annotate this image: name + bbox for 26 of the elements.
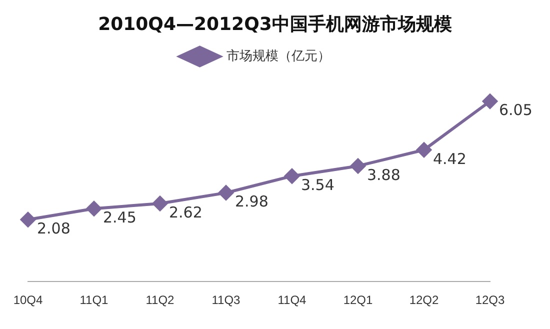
point <box>20 212 36 228</box>
point <box>350 158 366 174</box>
point <box>86 201 102 216</box>
x-tick-label: 11Q4 <box>278 293 307 308</box>
chart-title: 2010Q4—2012Q3中国手机网游市场规模 <box>97 13 453 36</box>
point <box>416 142 432 158</box>
x-tick-label: 12Q1 <box>343 293 373 308</box>
point <box>482 94 498 109</box>
data-label: 3.54 <box>301 176 334 194</box>
point <box>152 196 168 212</box>
x-tick-label: 10Q4 <box>13 293 43 308</box>
data-label: 4.42 <box>433 150 466 168</box>
data-label: 2.98 <box>235 192 268 211</box>
x-tick-label: 11Q1 <box>80 293 109 308</box>
data-label: 3.88 <box>367 166 400 184</box>
x-tick-label: 12Q2 <box>409 293 439 308</box>
point <box>218 185 234 200</box>
x-tick-label: 11Q2 <box>146 293 175 308</box>
data-label: 2.62 <box>169 203 202 222</box>
data-label: 2.45 <box>103 208 136 226</box>
data-label: 2.08 <box>37 220 70 238</box>
point <box>284 168 300 184</box>
data-label: 6.05 <box>499 101 532 120</box>
x-tick-label: 11Q3 <box>212 293 241 308</box>
x-tick-label: 12Q3 <box>475 293 505 308</box>
legend-label: 市场规模（亿元） <box>226 48 330 64</box>
